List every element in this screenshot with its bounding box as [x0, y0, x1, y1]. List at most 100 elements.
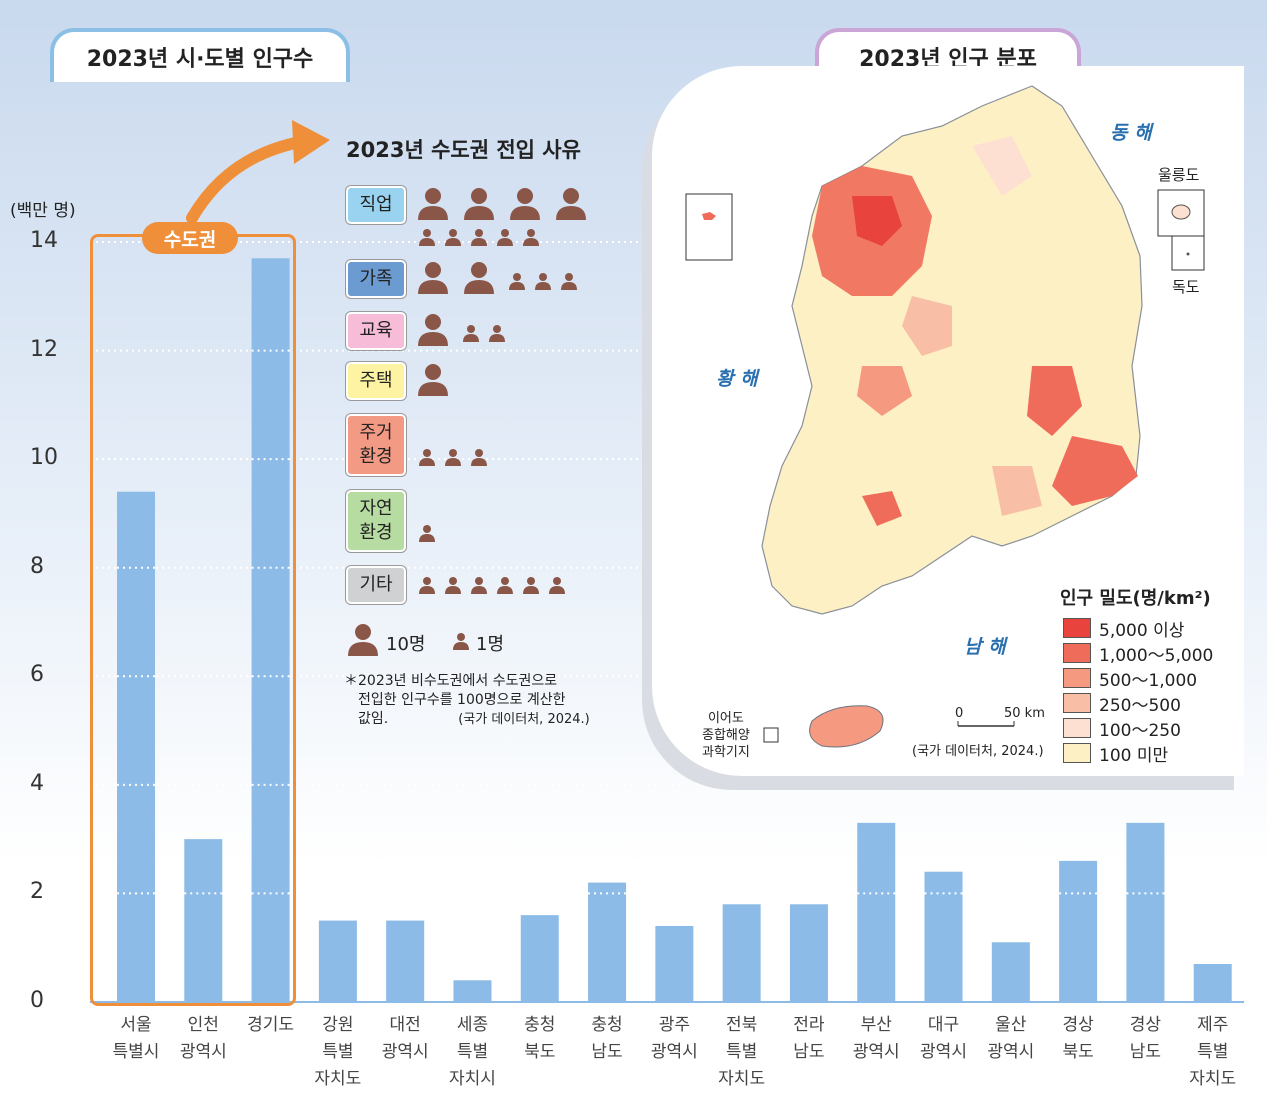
legend-swatch [1063, 618, 1091, 638]
person-big-icon [462, 186, 496, 220]
person-small-icon [522, 228, 540, 246]
legend-label: 1,000～5,000 [1099, 646, 1214, 666]
legend-swatch [1063, 643, 1091, 663]
gyeongnam-area [992, 466, 1042, 516]
person-small-icon [488, 324, 506, 342]
bar [655, 926, 694, 1002]
person-small-icon [444, 576, 462, 594]
bar [991, 942, 1030, 1002]
west-island-inset [685, 193, 733, 261]
x-tick-label: 경기도 [247, 1015, 295, 1035]
south-sea-label: 남 해 [964, 636, 1006, 658]
legend-label: 500～1,000 [1099, 671, 1198, 691]
bar [184, 839, 223, 1002]
chart-title: 2023년 시·도별 인구수 [86, 47, 314, 72]
legend-small-label: 1명 [476, 634, 505, 655]
mainland [761, 85, 1143, 615]
ieodo-marker [763, 727, 779, 743]
x-tick-label: 대전 광역시 [381, 1015, 429, 1062]
scale-zero: 0 [955, 706, 964, 721]
sudo-region-box [90, 234, 296, 1006]
x-tick-label: 충청 남도 [591, 1015, 623, 1062]
west-island [702, 212, 716, 220]
bar [1059, 860, 1098, 1002]
person-small-icon [560, 272, 578, 290]
x-tick-label: 전라 남도 [793, 1015, 825, 1062]
x-tick-label: 울산 광역시 [987, 1015, 1035, 1062]
map-legend-title: 인구 밀도(명/km²) [1060, 588, 1211, 609]
ulleung-label: 울릉도 [1158, 166, 1200, 184]
legend-label: 100 미만 [1099, 746, 1169, 766]
x-tick-label: 서울 특별시 [112, 1015, 160, 1062]
jeju-island [809, 705, 884, 748]
person-small-icon [470, 576, 488, 594]
note-source: (국가 데이터처, 2024.) [458, 712, 590, 727]
x-tick-label: 광주 광역시 [650, 1015, 698, 1062]
bar [251, 258, 290, 1002]
note-line-1: 2023년 비수도권에서 수도권으로 [358, 673, 558, 689]
x-tick-label: 경상 남도 [1129, 1015, 1162, 1062]
x-tick-label: 경상 북도 [1062, 1015, 1094, 1062]
arrow-icon [186, 120, 330, 224]
legend-person-big-icon [348, 624, 378, 656]
x-tick-label: 전북 특별 자치도 [718, 1015, 766, 1089]
reason-badge: 주택 [346, 362, 406, 400]
seoul-area [852, 196, 902, 246]
legend-swatch [1063, 668, 1091, 688]
legend-big-label: 10명 [386, 634, 426, 655]
reason-badge: 자연 환경 [346, 490, 406, 552]
reason-badge: 가족 [346, 260, 406, 298]
chart-title-tab: 2023년 시·도별 인구수 [50, 28, 350, 82]
y-tick-label: 4 [30, 770, 44, 796]
bar [588, 882, 627, 1002]
person-small-icon [444, 228, 462, 246]
note-line-3: 값임. [358, 711, 389, 727]
x-tick-label: 충청 북도 [524, 1015, 556, 1062]
person-big-icon [416, 312, 450, 346]
bar [520, 915, 559, 1002]
korea-map [685, 85, 1205, 748]
legend-label: 5,000 이상 [1099, 621, 1185, 641]
daegu-area [1027, 366, 1082, 436]
legend-swatch [1063, 718, 1091, 738]
person-big-icon [462, 260, 496, 294]
bar [1126, 822, 1165, 1002]
person-small-icon [496, 576, 514, 594]
reason-badge: 기타 [346, 566, 406, 604]
y-tick-label: 8 [30, 553, 44, 579]
daejeon-area [857, 366, 912, 416]
dokdo-label: 독도 [1172, 278, 1200, 296]
x-tick-label: 인천 광역시 [179, 1015, 227, 1062]
busan-area [1052, 436, 1138, 506]
person-small-icon [548, 576, 566, 594]
person-small-icon [418, 524, 436, 542]
bar [789, 904, 828, 1002]
reasons-title: 2023년 수도권 전입 사유 [346, 138, 581, 162]
bar [318, 920, 357, 1002]
legend-label: 100～250 [1099, 721, 1181, 741]
east-sea-label: 동 해 [1110, 122, 1152, 144]
y-tick-label: 2 [30, 879, 44, 905]
x-tick-label: 대구 광역시 [920, 1015, 967, 1062]
bar [1193, 964, 1232, 1002]
gwangju-area [862, 491, 902, 526]
person-small-icon [508, 272, 526, 290]
x-tick-label: 제주 특별 자치도 [1189, 1015, 1237, 1089]
legend-swatch [1063, 743, 1091, 763]
y-tick-label: 14 [30, 228, 58, 253]
y-axis-unit: (백만 명) [10, 201, 76, 221]
person-big-icon [416, 362, 450, 396]
reason-badge: 교육 [346, 312, 406, 350]
chungcheong-area [902, 296, 952, 356]
ulleung-island [1171, 204, 1191, 220]
reason-badge: 주거 환경 [346, 414, 406, 476]
person-small-icon [470, 448, 488, 466]
scale-fifty: 50 km [1004, 706, 1045, 721]
bar [386, 920, 425, 1002]
bar [857, 822, 896, 1002]
x-tick-label: 세종 특별 자치시 [449, 1015, 496, 1089]
person-small-icon [444, 448, 462, 466]
person-small-icon [522, 576, 540, 594]
bar [117, 491, 155, 1002]
